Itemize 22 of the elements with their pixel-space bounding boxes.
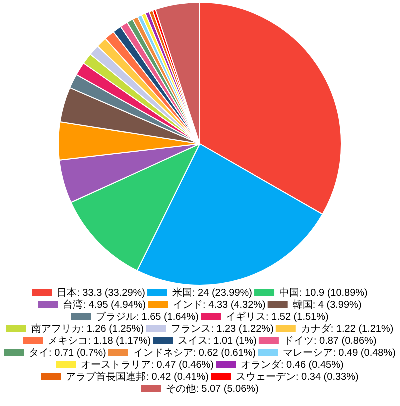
- legend-label: カナダ: 1.22 (1.21%): [300, 322, 394, 335]
- legend-label: オーストラリア: 0.47 (0.46%): [81, 360, 214, 371]
- legend-label: メキシコ: 1.18 (1.17%): [48, 336, 152, 347]
- legend-label: スイス: 1.01 (1%): [178, 336, 257, 347]
- legend-label: 日本: 33.3 (33.29%): [57, 286, 146, 299]
- legend-label: インドネシア: 0.62 (0.61%): [133, 348, 256, 359]
- legend-label: タイ: 0.71 (0.7%): [29, 348, 106, 359]
- legend-label: アラブ首長国連邦: 0.42 (0.41%): [66, 370, 209, 383]
- legend-label: 中国: 10.9 (10.89%): [280, 286, 368, 299]
- legend-label: オランダ: 0.46 (0.45%): [241, 358, 344, 371]
- legend-label: スウェーデン: 0.34 (0.33%): [236, 372, 359, 383]
- legend-label: 韓国: 4 (3.99%): [292, 298, 362, 311]
- legend-label: イギリス: 1.52 (1.51%): [226, 310, 329, 323]
- legend-label: ブラジル: 1.65 (1.64%): [96, 310, 199, 323]
- legend-label: マレーシア: 0.49 (0.48%): [283, 348, 396, 359]
- legend-label: その他: 5.07 (5.06%): [166, 382, 259, 395]
- legend-label: 米国: 24 (23.99%): [172, 286, 253, 299]
- legend-label: 南アフリカ: 1.26 (1.25%): [31, 322, 144, 335]
- legend-label: フランス: 1.23 (1.22%): [171, 324, 274, 335]
- legend-label: 台湾: 4.95 (4.94%): [63, 298, 146, 311]
- legend-label: ドイツ: 0.87 (0.86%): [284, 336, 377, 347]
- legend-label: インド: 4.33 (4.32%): [173, 300, 266, 311]
